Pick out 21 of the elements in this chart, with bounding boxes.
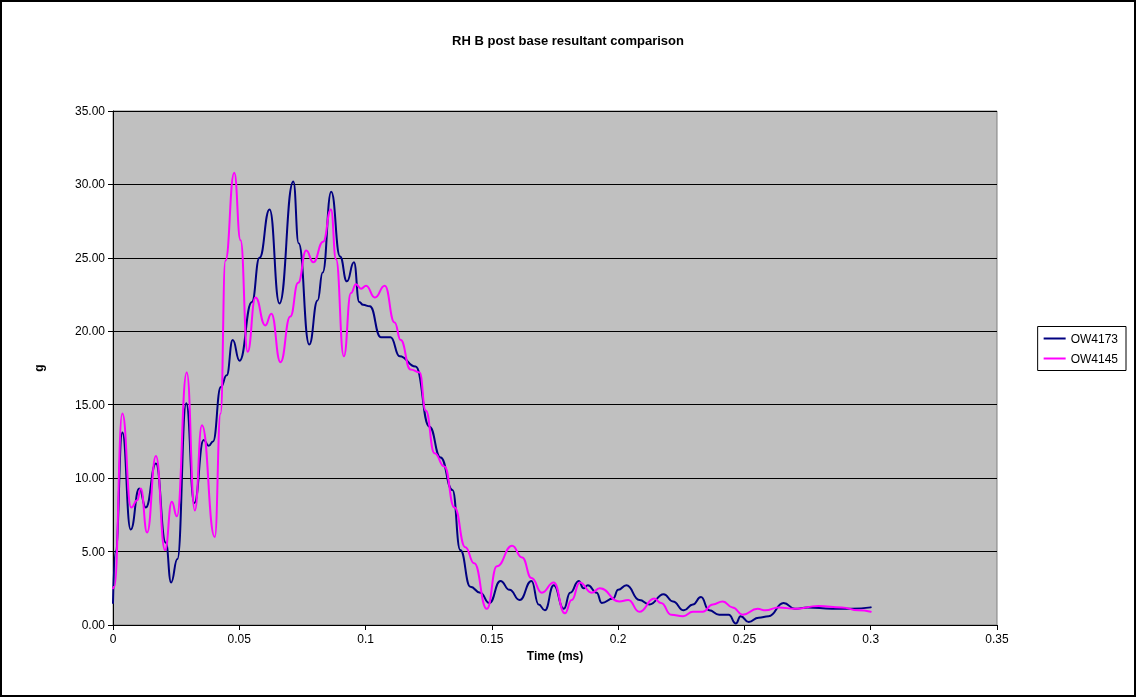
chart-title: RH B post base resultant comparison	[452, 33, 684, 48]
x-tick-label: 0.15	[480, 632, 504, 646]
legend-label: OW4145	[1070, 351, 1119, 366]
y-tick-label: 35.00	[74, 104, 106, 118]
y-tick-label: 0.00	[81, 618, 106, 632]
x-tick-label: 0.3	[862, 632, 880, 646]
x-tick-label: 0.25	[732, 632, 757, 646]
x-tick-label: 0.2	[609, 632, 627, 646]
y-tick-label: 30.00	[74, 177, 106, 192]
x-tick-label: 0.05	[227, 632, 252, 646]
y-tick-label: 20.00	[74, 324, 106, 339]
x-tick-label: 0	[109, 632, 117, 646]
x-axis-title: Time (ms)	[526, 648, 584, 663]
y-tick-label: 25.00	[74, 250, 106, 265]
x-tick-label: 0.1	[357, 632, 375, 646]
y-axis-title: g	[32, 364, 46, 372]
y-tick-label: 15.00	[74, 397, 106, 412]
legend-label: OW4173	[1070, 331, 1119, 346]
y-tick-label: 10.00	[74, 471, 106, 486]
x-tick-label: 0.35	[985, 632, 1009, 646]
y-tick-label: 5.00	[81, 544, 106, 559]
